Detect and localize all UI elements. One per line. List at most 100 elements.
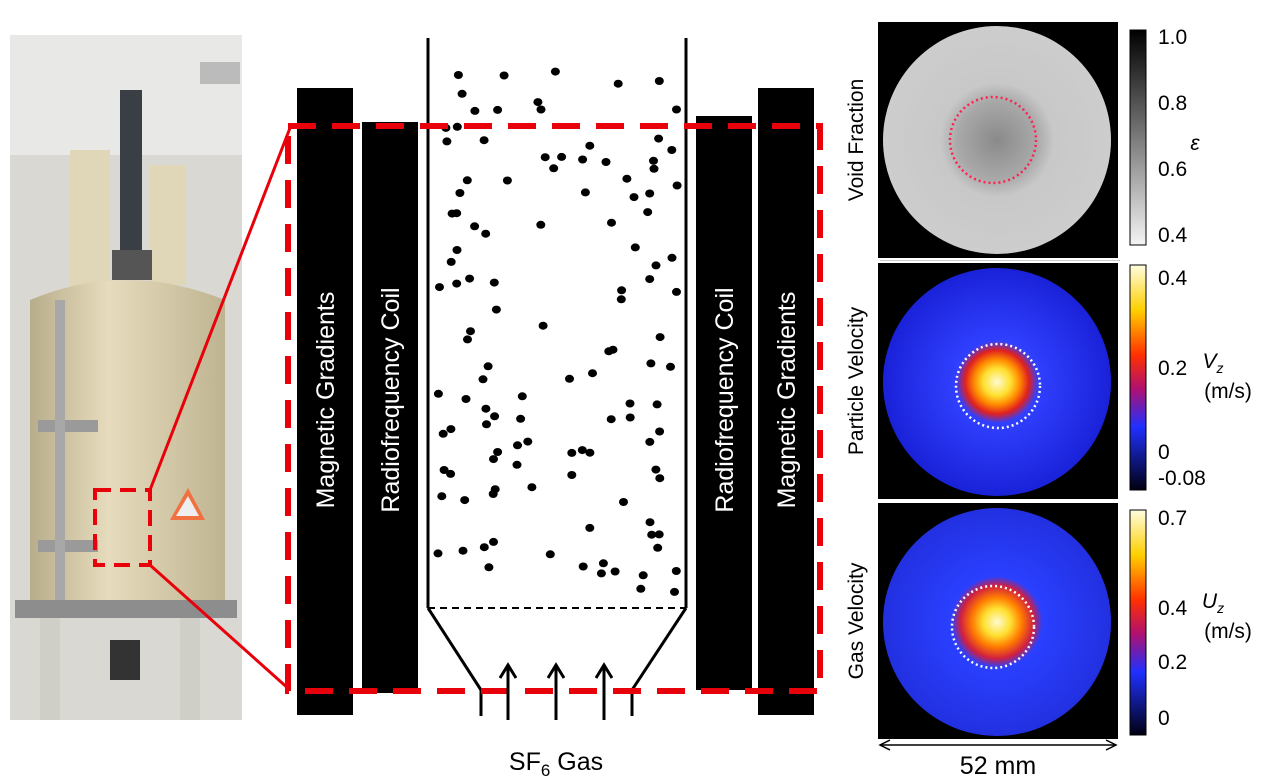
- particle: [536, 221, 545, 229]
- particle: [643, 208, 652, 216]
- particle: [630, 193, 639, 201]
- gas-label-subscript: 6: [541, 761, 550, 780]
- gas-label-text: SF: [509, 748, 541, 776]
- particle: [619, 498, 628, 506]
- particle: [602, 158, 611, 166]
- colorbar-tick-label: -0.08: [1158, 467, 1206, 490]
- particle: [650, 165, 659, 173]
- particle: [452, 280, 461, 288]
- particle: [470, 107, 479, 115]
- particle: [672, 567, 681, 575]
- particle: [533, 98, 542, 106]
- particle: [513, 461, 522, 469]
- particle: [447, 258, 456, 266]
- particle: [480, 543, 489, 551]
- particle: [672, 288, 681, 296]
- particle: [551, 68, 560, 76]
- panel-particle: [878, 263, 1146, 499]
- particle: [655, 428, 664, 436]
- panel-label: Void Fraction: [845, 79, 868, 202]
- panel-gas: [878, 503, 1146, 739]
- particle: [654, 135, 663, 143]
- particle: [585, 449, 594, 457]
- colorbar-tick-label: 0.4: [1158, 267, 1188, 290]
- particle: [604, 347, 613, 355]
- particle: [646, 359, 655, 367]
- particle: [493, 106, 502, 114]
- particle: [546, 550, 555, 558]
- particle: [617, 286, 626, 294]
- colorbar-symbol-subscript: z: [1216, 360, 1224, 376]
- particle: [523, 438, 532, 446]
- gas-label: SF6 Gas: [509, 748, 603, 780]
- gas-label-suffix: Gas: [550, 748, 603, 776]
- particle: [463, 176, 472, 184]
- particle: [503, 177, 512, 185]
- particle: [489, 455, 498, 463]
- particle: [653, 544, 662, 552]
- particle: [626, 400, 635, 408]
- particle: [645, 190, 654, 198]
- particle: [581, 188, 590, 196]
- particle: [567, 471, 576, 479]
- particle: [631, 243, 640, 251]
- particle: [645, 275, 654, 283]
- particle: [440, 466, 449, 474]
- particle: [611, 568, 620, 576]
- particle: [435, 283, 444, 291]
- particle: [459, 547, 468, 555]
- particles: [434, 68, 682, 596]
- colorbar-tick-label: 0: [1158, 707, 1170, 730]
- colorbar-tick-label: 0.7: [1158, 507, 1187, 530]
- particle: [484, 563, 493, 571]
- particle: [442, 137, 451, 145]
- particle: [446, 425, 455, 433]
- particle: [470, 222, 479, 230]
- particle: [599, 559, 608, 567]
- particle: [585, 142, 594, 150]
- bar-label: Magnetic Gradients: [312, 292, 340, 509]
- particle: [482, 420, 491, 428]
- particle: [579, 563, 588, 571]
- particle: [537, 106, 546, 114]
- particle: [655, 77, 664, 85]
- particle: [455, 189, 464, 197]
- colorbar-symbol-text: U: [1202, 590, 1218, 613]
- colorbar-symbol: Vz: [1202, 350, 1223, 376]
- particle: [651, 466, 660, 474]
- particle: [655, 474, 664, 482]
- particle: [458, 90, 467, 98]
- particle: [622, 175, 631, 183]
- particle: [489, 538, 498, 546]
- particle: [565, 375, 574, 383]
- particle: [649, 157, 658, 165]
- colorbar-tick-label: 0.8: [1158, 92, 1187, 115]
- particle: [434, 549, 443, 557]
- particle: [453, 246, 462, 254]
- particle: [653, 400, 662, 408]
- particle: [668, 254, 677, 262]
- panel-label: Particle Velocity: [845, 306, 868, 455]
- colorbar-symbol: ε: [1190, 132, 1200, 155]
- particle: [617, 295, 626, 303]
- particle: [452, 209, 461, 217]
- particle: [465, 275, 474, 283]
- panel-void: [878, 22, 1146, 258]
- particle: [479, 375, 488, 383]
- particle: [667, 146, 676, 154]
- column: [428, 38, 686, 716]
- colorbar-tick-label: 0.2: [1158, 357, 1187, 380]
- particle: [481, 230, 490, 238]
- particle: [647, 531, 656, 539]
- particle: [557, 153, 566, 161]
- particle: [480, 136, 489, 144]
- particle: [670, 588, 679, 596]
- particle: [652, 261, 661, 269]
- particle: [666, 363, 675, 371]
- particle: [439, 430, 448, 438]
- particle: [500, 72, 509, 80]
- particle: [460, 496, 469, 504]
- particle: [527, 483, 536, 491]
- colorbar-symbol: Uz: [1202, 590, 1224, 616]
- particle: [585, 524, 594, 532]
